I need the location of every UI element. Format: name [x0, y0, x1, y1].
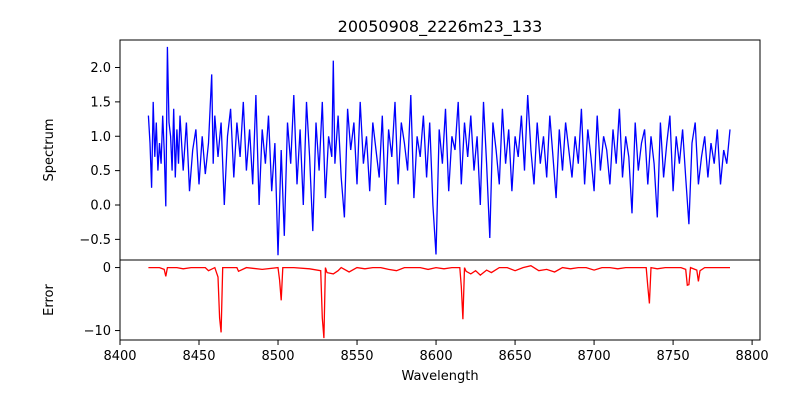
spectrum-y-tick-label: −0.5	[79, 233, 111, 248]
x-tick-label: 8600	[420, 349, 453, 364]
x-tick-label: 8800	[736, 349, 769, 364]
error-plot-area	[119, 259, 761, 341]
x-tick-label: 8500	[261, 349, 294, 364]
x-axis-ticks: 8400 8450 8500 8550 8600 8650 8700 8750 8800	[103, 340, 769, 364]
spectrum-y-ticks: −0.5 0.0 0.5 1.0 1.5 2.0	[79, 61, 120, 248]
spectrum-y-tick-label: 1.0	[90, 130, 111, 145]
spectrum-y-tick-label: 2.0	[90, 61, 111, 76]
chart-title: 20050908_2226m23_133	[338, 17, 543, 37]
spectrum-y-tick-label: 0.0	[90, 199, 111, 214]
error-y-axis-label: Error	[42, 284, 57, 316]
error-y-ticks: 0 −10	[84, 261, 120, 339]
error-series-line	[148, 265, 730, 339]
x-tick-label: 8550	[340, 349, 373, 364]
spectrum-panel: −0.5 0.0 0.5 1.0 1.5 2.0 Spectrum	[42, 39, 761, 261]
x-tick-label: 8750	[657, 349, 690, 364]
x-tick-label: 8700	[578, 349, 611, 364]
error-axes-frame	[119, 259, 761, 341]
spectrum-y-axis-label: Spectrum	[42, 119, 57, 182]
x-tick-label: 8650	[499, 349, 532, 364]
error-y-tick-label: 0	[103, 261, 111, 276]
spectrum-y-tick-label: 0.5	[90, 164, 111, 179]
x-tick-label: 8450	[182, 349, 215, 364]
spectrum-y-tick-label: 1.5	[90, 95, 111, 110]
error-panel: 0 −10 Error	[42, 259, 761, 341]
spectrum-series-line	[147, 46, 731, 256]
error-y-tick-label: −10	[84, 324, 111, 339]
x-tick-label: 8400	[103, 349, 136, 364]
x-axis-label: Wavelength	[401, 369, 478, 384]
